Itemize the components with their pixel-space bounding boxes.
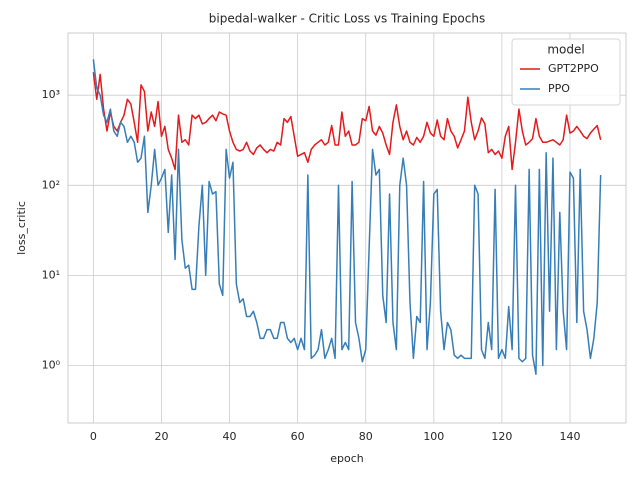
legend-label: PPO — [548, 82, 570, 95]
x-tick-label: 140 — [559, 430, 580, 443]
x-tick-label: 0 — [90, 430, 97, 443]
y-tick-label: 10⁰ — [42, 358, 61, 371]
series-line — [92, 59, 602, 375]
legend-label: GPT2PPO — [548, 62, 599, 75]
x-tick-label: 120 — [491, 430, 512, 443]
y-axis-label: loss_critic — [15, 201, 28, 255]
x-axis-label: epoch — [330, 452, 364, 465]
y-tick-label: 10² — [42, 178, 60, 191]
x-tick-label: 80 — [359, 430, 373, 443]
chart-title: bipedal-walker - Critic Loss vs Training… — [209, 12, 485, 26]
x-tick-label: 60 — [291, 430, 305, 443]
plot-frame — [67, 32, 627, 424]
y-tick-label: 10¹ — [42, 268, 60, 281]
y-tick-label: 10³ — [42, 88, 60, 101]
series-line — [92, 72, 602, 171]
x-tick-label: 100 — [423, 430, 444, 443]
legend-title: model — [547, 43, 584, 57]
x-tick-label: 20 — [154, 430, 168, 443]
x-tick-label: 40 — [223, 430, 237, 443]
